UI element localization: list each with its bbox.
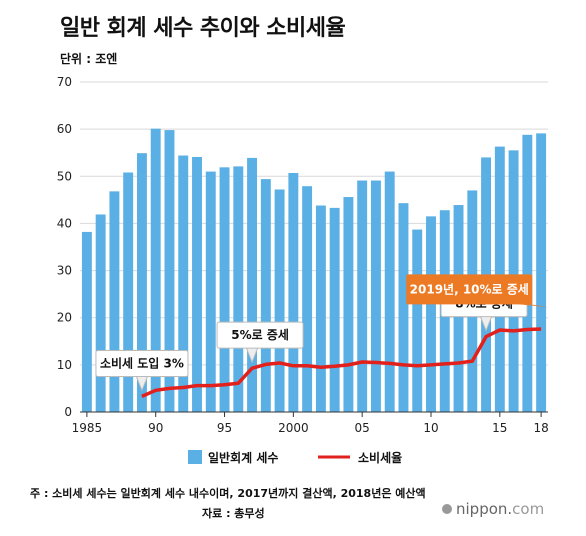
bar	[192, 156, 202, 412]
legend-bar-swatch	[188, 450, 202, 464]
bar	[412, 229, 423, 412]
bar	[205, 171, 216, 412]
bar	[81, 231, 92, 412]
bar	[522, 134, 533, 413]
y-tick-label: 10	[57, 358, 72, 372]
chart-title: 일반 회계 세수 추이와 소비세율	[60, 16, 346, 41]
callout-label: 소비세 도입 3%	[100, 355, 184, 370]
y-tick-label: 50	[57, 169, 72, 183]
x-axis: 1985 90 95 2000 05 10 15 18	[72, 412, 549, 435]
nippon-logo: nippon.com	[442, 500, 544, 518]
unit-label: 단위 : 조엔	[60, 52, 118, 66]
x-tick-label: 1985	[72, 421, 103, 435]
bar	[384, 171, 395, 412]
y-tick-label: 30	[57, 264, 72, 278]
callout-box	[406, 274, 533, 305]
bar	[123, 172, 134, 412]
bar	[150, 128, 161, 412]
legend-line-label: 소비세율	[358, 450, 402, 465]
line-series	[141, 327, 542, 399]
bar	[95, 214, 106, 412]
y-axis: 0 10 20 30 40 50 60 70	[57, 75, 72, 419]
bar	[536, 133, 547, 412]
bar	[398, 203, 409, 412]
callout-box	[95, 349, 189, 377]
bar	[426, 216, 436, 412]
bar	[370, 180, 381, 412]
logo-text-suffix: com	[512, 500, 545, 518]
chart: 0 10 20 30 40 50 60 70 1985 90 95 2000 05 10 15 18 소비세…	[57, 75, 550, 465]
x-tick-label: 10	[423, 421, 438, 435]
callout-label: 5%로 증세	[231, 327, 289, 342]
bar	[343, 197, 354, 412]
bar	[233, 166, 244, 412]
x-tick-label: 15	[492, 421, 507, 435]
footnote: 주 : 소비세 세수는 일반회계 세수 내수이며, 2017년까지 결산액, 2…	[30, 487, 426, 500]
x-tick-label: 05	[355, 421, 370, 435]
bar	[109, 191, 120, 412]
y-tick-label: 0	[64, 405, 72, 419]
source-note: 자료 : 총무성	[202, 507, 265, 520]
logo-text: nippon.	[456, 500, 513, 518]
x-tick-label: 95	[217, 421, 232, 435]
bar	[260, 179, 271, 412]
bar	[315, 205, 326, 412]
x-tick-label: 18	[533, 421, 548, 435]
bar	[178, 155, 189, 413]
bar	[302, 186, 313, 412]
y-tick-label: 70	[57, 75, 72, 89]
callout: 5%로 증세	[216, 321, 304, 364]
y-tick-label: 20	[57, 311, 72, 325]
callout-box	[216, 321, 304, 349]
y-tick-label: 60	[57, 122, 72, 136]
legend-bar-label: 일반회계 세수	[208, 450, 278, 465]
bar	[247, 157, 258, 412]
bar	[164, 130, 175, 413]
bar	[274, 189, 285, 412]
tax-rate-line	[141, 327, 542, 399]
grid-lines	[80, 81, 548, 366]
logo-dot-icon	[442, 504, 452, 514]
callout: 소비세 도입 3%	[95, 349, 189, 392]
legend: 일반회계 세수 소비세율	[188, 450, 402, 465]
bar	[329, 207, 340, 412]
bar	[357, 180, 368, 412]
bar	[136, 153, 147, 412]
callout-label: 2019년, 10%로 증세	[410, 281, 529, 296]
x-tick-label: 2000	[278, 421, 309, 435]
bar	[288, 172, 299, 412]
callout: 2019년, 10%로 증세	[406, 274, 550, 308]
bar	[219, 167, 230, 412]
x-tick-label: 90	[148, 421, 163, 435]
y-tick-label: 40	[57, 216, 72, 230]
